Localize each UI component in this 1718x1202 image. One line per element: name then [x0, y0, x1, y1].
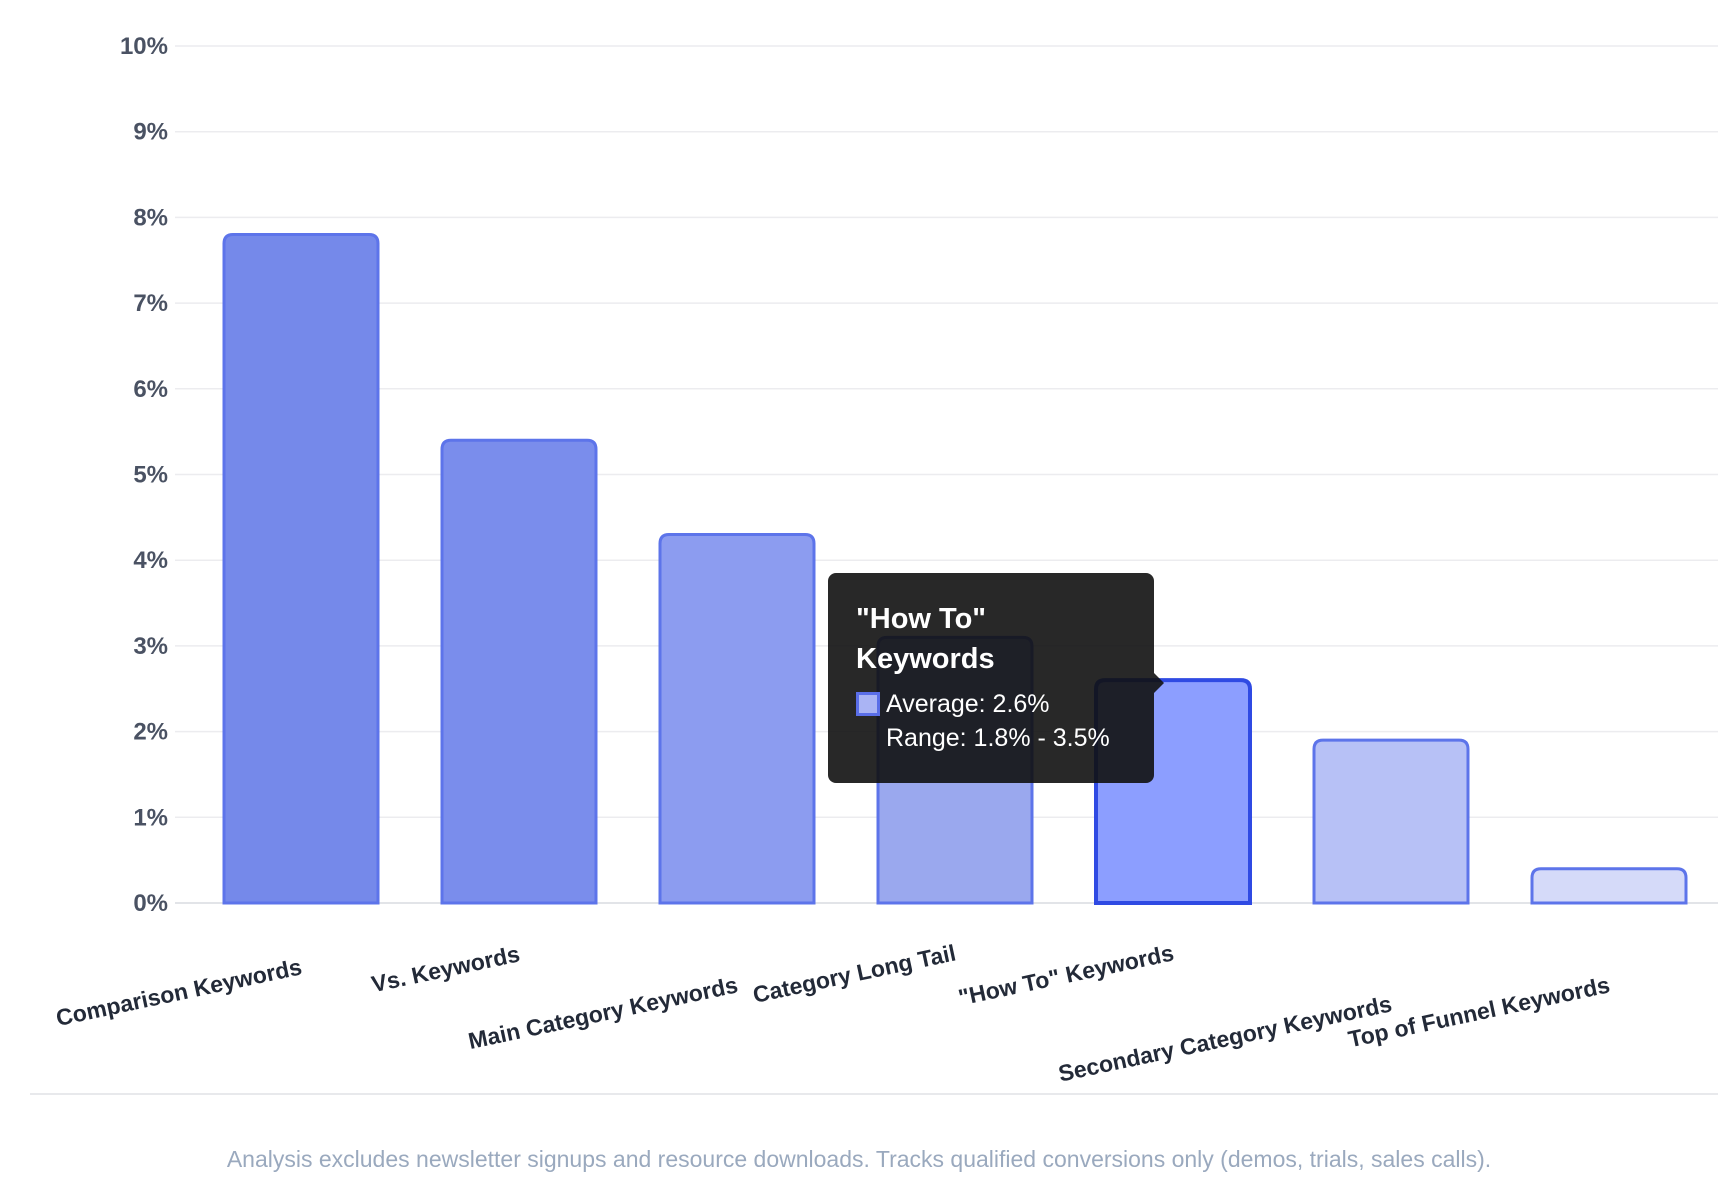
- tooltip-title-line2: Keywords: [856, 643, 995, 675]
- x-category-label: Main Category Keywords: [466, 971, 740, 1054]
- tooltip-average: Average: 2.6%: [886, 690, 1050, 718]
- bar[interactable]: [658, 532, 816, 905]
- y-tick-label: 1%: [133, 804, 168, 831]
- y-tick-label: 6%: [133, 376, 168, 403]
- bar-tooltip: "How To" Keywords Average: 2.6% Range: 1…: [828, 573, 1164, 783]
- y-tick-label: 3%: [133, 633, 168, 660]
- y-tick-label: 10%: [120, 33, 168, 60]
- x-category-label: Comparison Keywords: [54, 953, 304, 1031]
- bar[interactable]: [222, 233, 380, 905]
- y-tick-label: 4%: [133, 547, 168, 574]
- bars: [222, 233, 1688, 905]
- x-category-label: Category Long Tail: [751, 939, 958, 1007]
- tooltip-title: "How To" Keywords: [856, 599, 1056, 679]
- tooltip-range: Range: 1.8% - 3.5%: [886, 724, 1110, 752]
- y-tick-label: 7%: [133, 290, 168, 317]
- bar[interactable]: [440, 438, 598, 905]
- footer-divider: [30, 1093, 1718, 1095]
- gridlines: [175, 45, 1718, 904]
- y-tick-label: 9%: [133, 119, 168, 146]
- y-tick-label: 2%: [133, 719, 168, 746]
- tooltip-average-row: Average: 2.6%: [856, 687, 1130, 721]
- x-category-label: Secondary Category Keywords: [1056, 990, 1394, 1086]
- footnote: Analysis excludes newsletter signups and…: [226, 1146, 1492, 1172]
- y-tick-label: 0%: [133, 890, 168, 917]
- y-tick-label: 8%: [133, 204, 168, 231]
- bar[interactable]: [1312, 738, 1470, 905]
- tooltip-title-line1: "How To": [856, 603, 987, 635]
- x-category-label: "How To" Keywords: [956, 939, 1176, 1010]
- y-axis-ticks: 0% 1% 2% 3% 4% 5% 6% 7% 8% 9% 10%: [120, 33, 168, 917]
- bar[interactable]: [1530, 867, 1688, 905]
- x-category-label: Vs. Keywords: [369, 940, 522, 997]
- tooltip-color-swatch: [856, 692, 880, 716]
- y-tick-label: 5%: [133, 462, 168, 489]
